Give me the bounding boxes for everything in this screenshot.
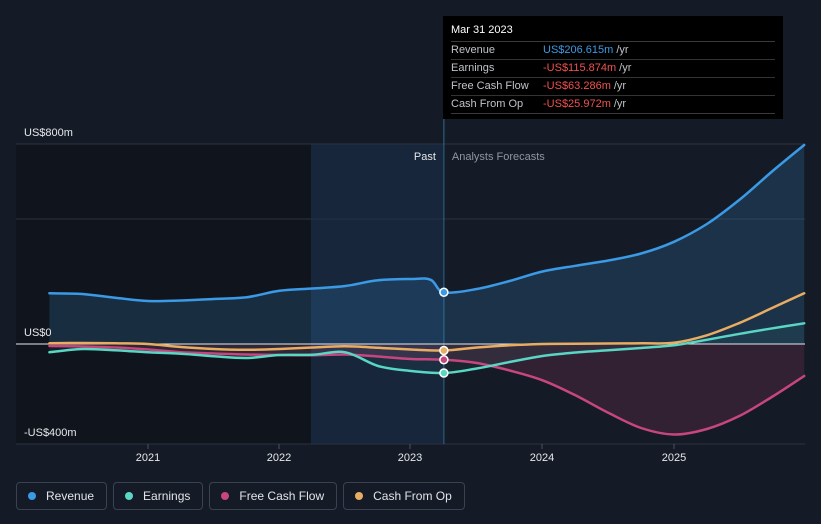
legend-item-cfo[interactable]: Cash From Op [343, 482, 465, 510]
revenue-area [49, 145, 805, 344]
cfo-dot-icon [355, 492, 364, 500]
tooltip-row-fcf: Free Cash Flow -US$63.286m /yr [451, 78, 775, 96]
revenue-line [48, 143, 806, 303]
earnings-area [49, 323, 805, 374]
legend-label: Revenue [46, 489, 95, 503]
highlight-band [311, 144, 443, 444]
legend-item-earnings[interactable]: Earnings [113, 482, 204, 510]
tooltip-unit: /yr [613, 80, 627, 92]
x-tick-label: 2023 [398, 452, 422, 464]
tooltip-label: Revenue [451, 44, 496, 56]
y-axis-label: US$800m [24, 127, 73, 139]
legend-label: Cash From Op [373, 489, 452, 503]
legend-item-revenue[interactable]: Revenue [16, 482, 108, 510]
legend-item-fcf[interactable]: Free Cash Flow [209, 482, 338, 510]
cfo-marker [439, 345, 449, 356]
x-tick-label: 2022 [267, 452, 291, 464]
fcf-marker [439, 355, 449, 365]
tooltip: Mar 31 2023 Revenue US$206.615m /yr Earn… [443, 16, 783, 119]
x-tick-label: 2025 [662, 452, 686, 464]
tooltip-date: Mar 31 2023 [451, 24, 775, 42]
tooltip-label: Earnings [451, 62, 495, 74]
tooltip-value: -US$25.972m [543, 98, 611, 110]
x-tick-label: 2024 [530, 452, 554, 464]
tooltip-label: Cash From Op [451, 98, 524, 110]
x-tick-label: 2021 [136, 452, 160, 464]
tooltip-value: US$206.615m [543, 44, 614, 56]
tooltip-unit: /yr [616, 44, 629, 56]
earnings-dot-icon [125, 492, 134, 500]
earnings-line [48, 322, 806, 375]
tooltip-unit: /yr [613, 98, 627, 110]
tooltip-label: Free Cash Flow [451, 80, 529, 92]
earnings-marker [439, 368, 449, 378]
y-axis-label: -US$400m [24, 427, 77, 439]
tooltip-row-earnings: Earnings -US$115.874m /yr [451, 60, 775, 78]
tooltip-row-cfo: Cash From Op -US$25.972m /yr [451, 96, 775, 114]
past-label: Past [414, 151, 436, 163]
forecast-label: Analysts Forecasts [452, 151, 545, 163]
tooltip-row-revenue: Revenue US$206.615m /yr [451, 42, 775, 60]
legend: Revenue Earnings Free Cash Flow Cash Fro… [16, 482, 465, 510]
tooltip-value: -US$115.874m [543, 62, 617, 74]
revenue-dot-icon [28, 492, 36, 500]
legend-label: Free Cash Flow [239, 489, 325, 503]
tooltip-value: -US$63.286m [543, 80, 611, 92]
revenue-marker [439, 287, 449, 297]
legend-label: Earnings [143, 489, 191, 503]
fcf-area [49, 344, 805, 435]
tooltip-unit: /yr [619, 62, 632, 74]
fcf-dot-icon [221, 492, 230, 500]
y-axis-label: US$0 [24, 327, 52, 339]
cfo-line [48, 292, 806, 352]
fcf-line [48, 344, 806, 436]
